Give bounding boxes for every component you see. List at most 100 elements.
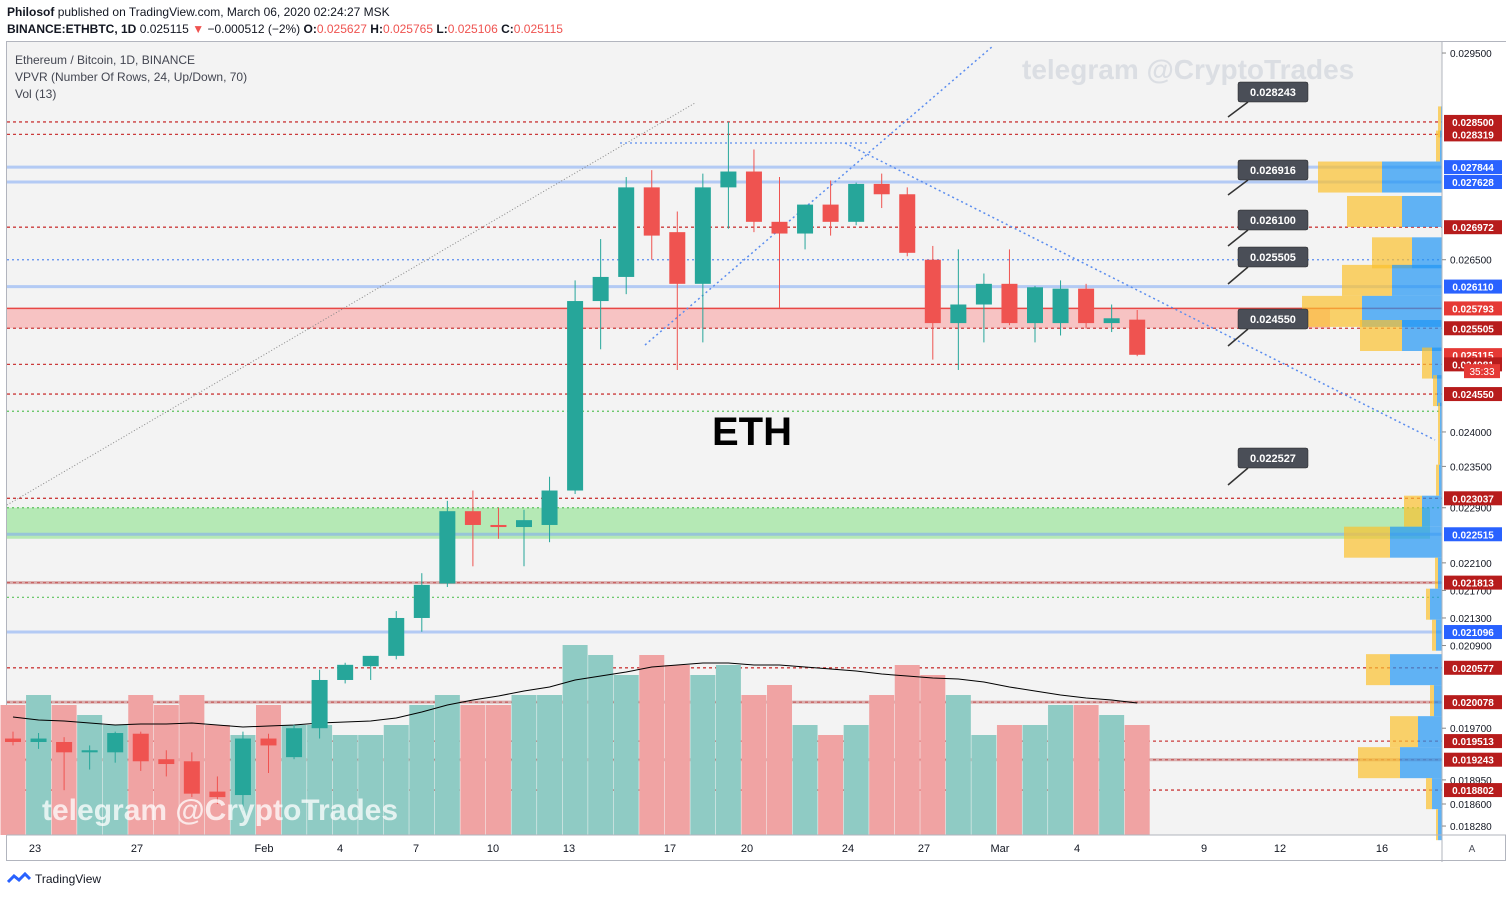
volume-bar [332, 735, 358, 835]
price-label: 0.027844 [1452, 163, 1494, 174]
candle-body [899, 194, 916, 253]
candle-body [107, 733, 124, 753]
vpvr-down-bar [1438, 402, 1440, 434]
candle-body [643, 187, 660, 236]
candle-body [56, 741, 73, 753]
candle-body [1129, 319, 1146, 355]
low-value: 0.025106 [447, 22, 498, 36]
vpvr-up-bar [1390, 654, 1442, 686]
candle-body [209, 791, 226, 798]
candle-body [234, 738, 251, 796]
candle-body [337, 664, 354, 680]
price-label-box [1444, 491, 1502, 506]
watermark-top: telegram @CryptoTrades [1022, 54, 1354, 85]
volume-bar [664, 665, 690, 835]
vpvr-down-bar [1426, 778, 1432, 810]
high-label: H: [370, 22, 383, 36]
candle-body [1052, 288, 1069, 324]
callout-pointer [1227, 266, 1249, 285]
volume-bar [715, 665, 741, 835]
vpvr-up-bar [1436, 619, 1442, 651]
vpvr-down-bar [1426, 588, 1430, 620]
vpvr-up-bar [1422, 495, 1442, 527]
candle-body [1027, 287, 1043, 324]
x-tick-label: 17 [664, 843, 676, 855]
symbol-name: BINANCE:ETHBTC, 1D [7, 22, 137, 36]
y-tick-label: 0.029500 [1450, 49, 1492, 60]
vpvr-down-bar [1438, 433, 1440, 465]
price-label-box [1444, 734, 1502, 749]
price-label: 0.027628 [1452, 178, 1494, 189]
candle-body [286, 728, 303, 758]
candle-body [490, 524, 507, 528]
vpvr-down-bar [1302, 295, 1362, 327]
vpvr-down-bar [1430, 685, 1434, 717]
callout-label: 0.028243 [1250, 87, 1296, 99]
volume-bar [562, 645, 588, 835]
price-label: 0.028500 [1452, 118, 1494, 129]
y-tick-label: 0.022100 [1450, 559, 1492, 570]
price-label-box [1444, 527, 1502, 542]
x-tick-label: 7 [413, 843, 419, 855]
candle-body [81, 750, 98, 753]
callout-label: 0.025505 [1250, 252, 1296, 264]
tradingview-logo-icon [7, 872, 31, 884]
y-tick-label: 0.023500 [1450, 462, 1492, 473]
volume-bar [383, 725, 409, 835]
volume-bar [1022, 725, 1048, 835]
price-label: 0.019243 [1452, 756, 1494, 767]
candle-body [158, 759, 175, 765]
x-tick-label: 27 [131, 843, 143, 855]
volume-bar [409, 705, 435, 835]
volume-bar [818, 735, 844, 835]
volume-bar [307, 725, 333, 835]
price-label-box [1444, 387, 1502, 402]
vpvr-down-bar [1390, 716, 1418, 748]
y-tick-label: 0.020900 [1450, 642, 1492, 653]
author-name[interactable]: Philosof [7, 5, 55, 19]
publish-info: Philosof published on TradingView.com, M… [7, 5, 390, 19]
x-tick-label: 4 [337, 843, 343, 855]
vpvr-up-bar [1402, 195, 1442, 227]
volume-bar [1048, 705, 1074, 835]
watermark-bottom: telegram @CryptoTrades [42, 794, 398, 827]
candle-body [1103, 318, 1120, 324]
x-tick-label: 24 [842, 843, 854, 855]
price-label: 0.026110 [1452, 283, 1494, 294]
footer-brand[interactable]: TradingView [35, 872, 102, 886]
vpvr-up-bar [1400, 747, 1442, 779]
high-value: 0.025765 [382, 22, 434, 36]
x-tick-label: 23 [29, 843, 41, 855]
vpvr-up-bar [1430, 588, 1442, 620]
x-tick-label: 10 [487, 843, 499, 855]
volume-bar [511, 695, 537, 835]
candle-body [413, 584, 430, 618]
candle-body [797, 204, 814, 234]
legend-vpvr[interactable]: VPVR (Number Of Rows, 24, Up/Down, 70) [15, 70, 248, 84]
callout-box [1237, 159, 1309, 181]
vpvr-up-bar [1437, 375, 1442, 407]
candle-body [771, 221, 788, 234]
callout-box [1237, 209, 1309, 231]
legend-volume[interactable]: Vol (13) [15, 87, 57, 101]
auto-scale-button[interactable]: A [1469, 844, 1476, 855]
candle-body [260, 738, 277, 746]
eth-annotation[interactable]: ETH [712, 410, 792, 454]
price-label-box [1444, 220, 1502, 235]
price-label-box [1444, 301, 1502, 316]
price-label-box [1444, 752, 1502, 767]
volume-bar [460, 705, 486, 835]
candle-body [720, 171, 737, 188]
price-label: 0.020078 [1452, 698, 1494, 709]
candle-body [873, 183, 890, 195]
vpvr-down-bar [1433, 375, 1437, 407]
candle-body [822, 204, 839, 222]
candle-body [618, 187, 635, 277]
price-label: 0.023037 [1452, 494, 1494, 505]
price-label: 0.022515 [1452, 530, 1494, 541]
volume-bar [358, 735, 384, 835]
price-label: 0.020577 [1452, 664, 1494, 675]
volume-bar [1124, 725, 1150, 835]
vpvr-up-bar [1440, 433, 1442, 465]
